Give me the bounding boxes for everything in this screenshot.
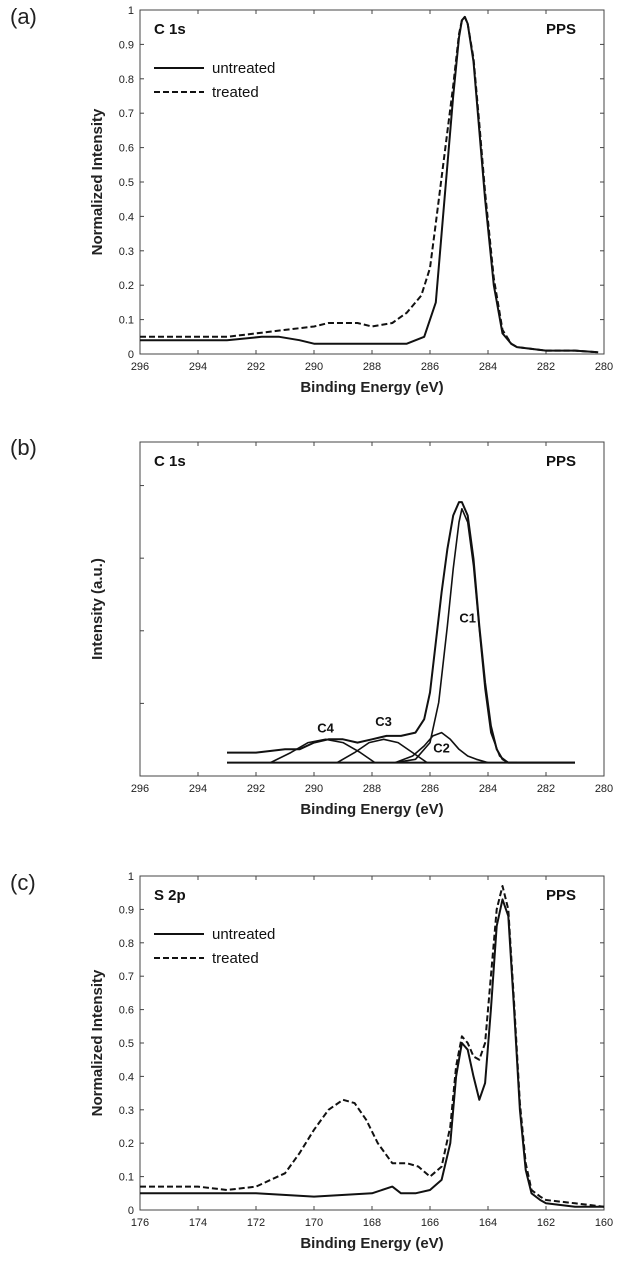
spectrum-label: S 2p: [154, 887, 186, 904]
material-label: PPS: [546, 21, 576, 38]
y-tick-label: 0.8: [119, 74, 134, 86]
panel-b: (b) 296 294 292 290 288 286 284 282 280 Binding En…: [10, 435, 613, 818]
panel-label: (c): [10, 870, 36, 895]
panel-label: (b): [10, 435, 37, 460]
x-tick-label: 280: [595, 783, 613, 795]
y-tick-label: 1: [128, 5, 134, 17]
x-tick-label: 286: [421, 783, 439, 795]
x-tick-label: 294: [189, 361, 207, 373]
series-line-c4: [270, 738, 376, 764]
material-label: PPS: [546, 887, 576, 904]
peak-label: C2: [433, 741, 450, 756]
x-tick-label: 284: [479, 783, 497, 795]
y-axis-title: Normalized Intensity: [89, 108, 106, 255]
y-tick-label: 1: [128, 871, 134, 883]
series-line-treated: [140, 15, 599, 354]
y-tick-label: 0.4: [119, 1071, 134, 1083]
legend-label: treated: [212, 950, 259, 967]
y-tick-label: 0.7: [119, 108, 134, 120]
x-tick-label: 280: [595, 361, 613, 373]
series-line-c2: [394, 731, 489, 764]
y-tick-label: 0: [128, 349, 134, 361]
x-tick-label: 174: [189, 1217, 207, 1229]
x-axis-title: Binding Energy (eV): [300, 379, 443, 396]
x-tick-label: 282: [537, 361, 555, 373]
series-line-treated: [140, 885, 605, 1208]
legend-label: untreated: [212, 60, 275, 77]
x-tick-label: 164: [479, 1217, 497, 1229]
series-line-envelope: [227, 501, 575, 764]
y-axis-title: Normalized Intensity: [89, 969, 106, 1116]
x-tick-label: 296: [131, 361, 149, 373]
y-tick-label: 0.3: [119, 1105, 134, 1117]
x-tick-label: 176: [131, 1217, 149, 1229]
x-tick-label: 292: [247, 783, 265, 795]
x-axis-title: Binding Energy (eV): [300, 1235, 443, 1252]
x-tick-label: 290: [305, 783, 323, 795]
legend-label: treated: [212, 84, 259, 101]
x-tick-label: 168: [363, 1217, 381, 1229]
x-axis-title: Binding Energy (eV): [300, 801, 443, 818]
spectrum-label: C 1s: [154, 21, 186, 38]
panel-label: (a): [10, 4, 37, 29]
y-axis-title: Intensity (a.u.): [89, 558, 106, 660]
peak-label: C1: [459, 610, 476, 625]
y-tick-label: 0.9: [119, 39, 134, 51]
x-tick-label: 170: [305, 1217, 323, 1229]
y-tick-label: 0.8: [119, 938, 134, 950]
series-line-untreated: [140, 15, 599, 354]
y-tick-label: 0.2: [119, 1138, 134, 1150]
y-tick-label: 0.1: [119, 1172, 134, 1184]
x-tick-label: 292: [247, 361, 265, 373]
y-tick-label: 0: [128, 1205, 134, 1217]
y-tick-label: 0.6: [119, 143, 134, 155]
x-tick-label: 284: [479, 361, 497, 373]
series-line-c1: [395, 508, 517, 764]
y-tick-label: 0.1: [119, 315, 134, 327]
y-tick-label: 0.5: [119, 177, 134, 189]
x-tick-label: 162: [537, 1217, 555, 1229]
material-label: PPS: [546, 453, 576, 470]
y-tick-label: 0.2: [119, 280, 134, 292]
x-tick-label: 288: [363, 361, 381, 373]
x-tick-label: 294: [189, 783, 207, 795]
legend-label: untreated: [212, 926, 275, 943]
spectrum-label: C 1s: [154, 453, 186, 470]
x-tick-label: 282: [537, 783, 555, 795]
panel-c: (c) 176 174 172 170 168 166 164 162 160 0 0.1 0.2 0.3…: [10, 870, 613, 1252]
plot-frame: [139, 441, 605, 777]
x-tick-label: 296: [131, 783, 149, 795]
plot-frame: [139, 9, 605, 355]
y-tick-label: 0.6: [119, 1005, 134, 1017]
y-tick-label: 0.5: [119, 1038, 134, 1050]
x-tick-label: 172: [247, 1217, 265, 1229]
y-tick-label: 0.7: [119, 971, 134, 983]
plot-frame: [139, 875, 605, 1211]
y-tick-label: 0.3: [119, 246, 134, 258]
series-line-c3: [336, 738, 428, 764]
x-tick-label: 166: [421, 1217, 439, 1229]
panel-a: (a) 296 294 292 290 288 286 284 282 280 0 0.1 0.2 0.3…: [10, 4, 613, 396]
peak-label: C4: [317, 721, 334, 736]
x-tick-label: 290: [305, 361, 323, 373]
y-tick-label: 0.9: [119, 904, 134, 916]
x-tick-label: 160: [595, 1217, 613, 1229]
x-tick-label: 288: [363, 783, 381, 795]
peak-label: C3: [375, 714, 392, 729]
series-line-untreated: [140, 898, 604, 1208]
x-tick-label: 286: [421, 361, 439, 373]
y-tick-label: 0.4: [119, 211, 134, 223]
